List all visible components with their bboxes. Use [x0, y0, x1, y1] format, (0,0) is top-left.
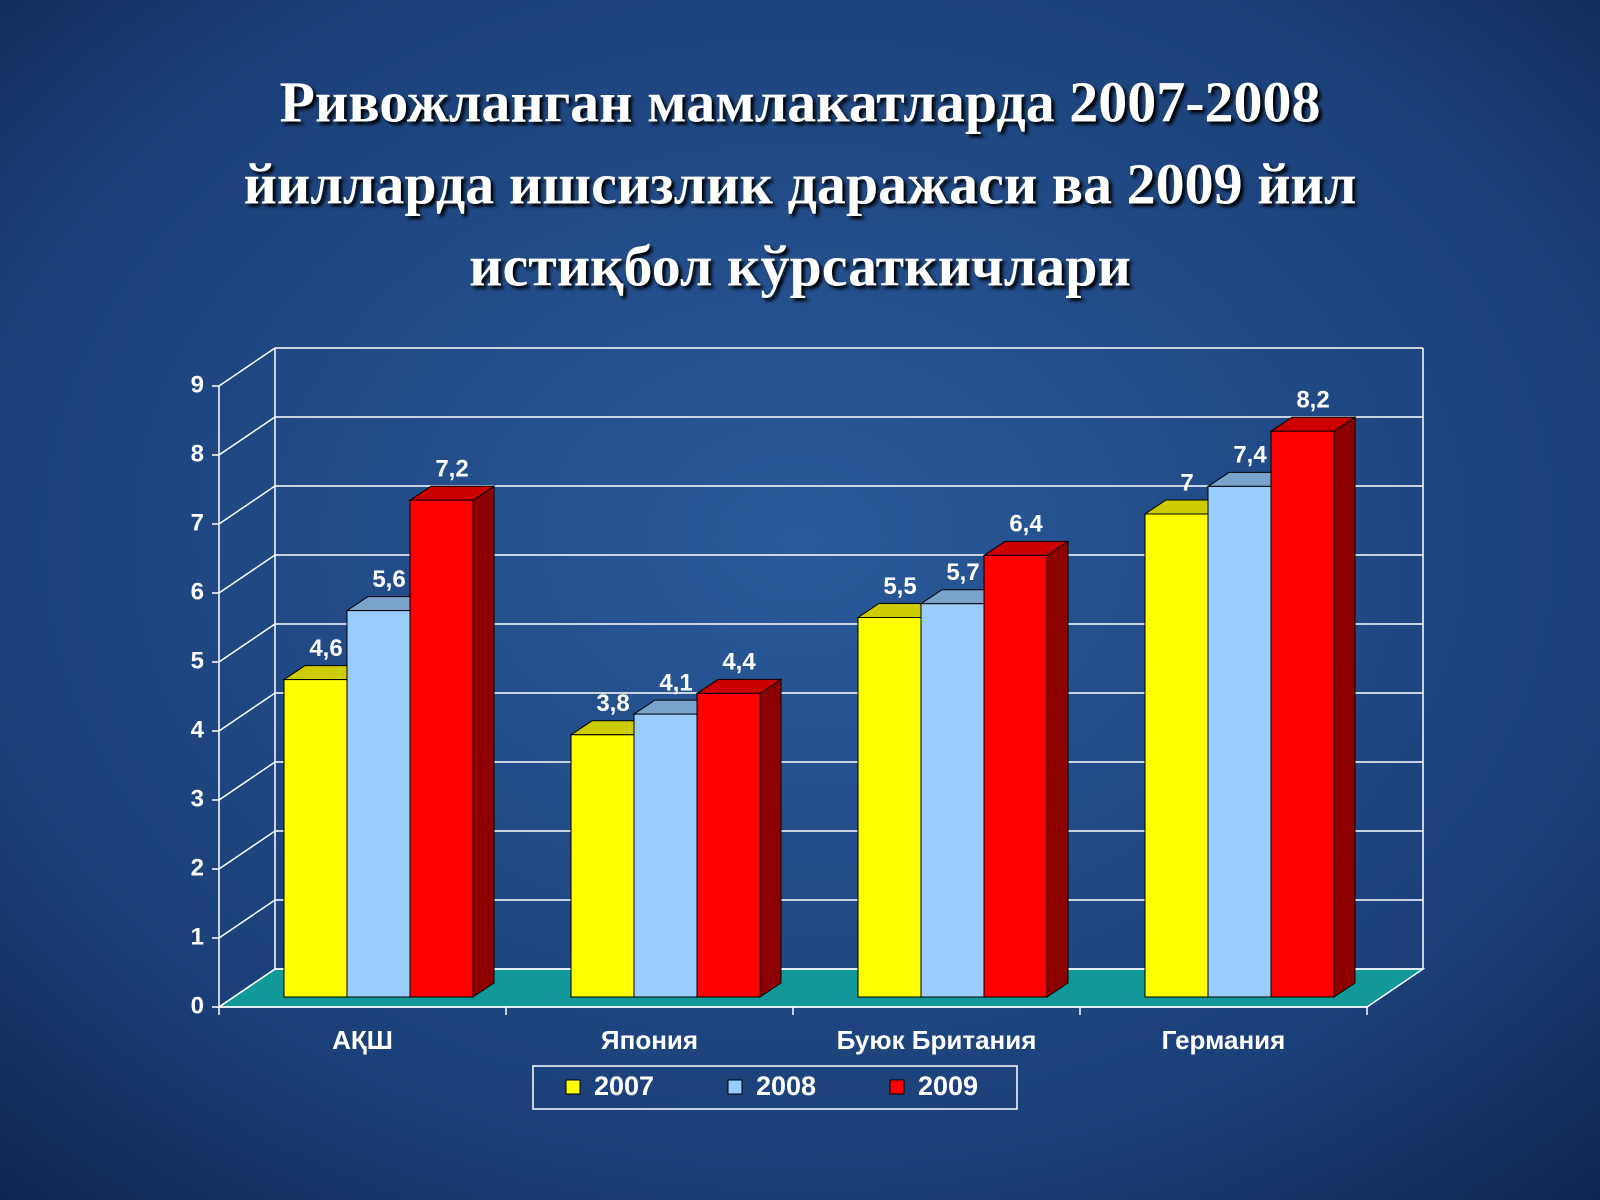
grid-diagonal	[218, 761, 276, 801]
y-tick-label: 0	[191, 992, 204, 1019]
data-label: 8,2	[1296, 387, 1329, 414]
y-tick-label: 2	[191, 854, 204, 881]
y-tick-label: 3	[191, 785, 204, 812]
bar	[409, 499, 474, 998]
bar	[1270, 430, 1335, 998]
x-tick-label: АҚШ	[332, 1025, 393, 1055]
data-label: 4,1	[659, 669, 692, 696]
y-tick-label: 1	[191, 923, 204, 950]
y-tick-label: 7	[191, 509, 204, 536]
data-label: 5,5	[883, 573, 916, 600]
grid-diagonal	[218, 554, 276, 594]
legend-label: 2008	[756, 1071, 816, 1101]
data-label: 4,6	[309, 635, 342, 662]
bar	[696, 692, 761, 998]
chart-title: Ривожланган мамлакатларда 2007-2008	[279, 69, 1320, 134]
y-tick-label: 5	[191, 647, 204, 674]
grid-diagonal	[218, 623, 276, 663]
data-label: 7,2	[435, 456, 468, 483]
bar	[1207, 485, 1272, 998]
legend-label: 2007	[594, 1071, 654, 1101]
grid-diagonal	[218, 968, 276, 1008]
data-label: 4,4	[722, 649, 756, 676]
y-tick-label: 6	[191, 578, 204, 605]
y-tick-label: 9	[191, 371, 204, 398]
bar-side	[1333, 416, 1356, 998]
bar	[1144, 513, 1209, 998]
data-label: 5,7	[946, 559, 979, 586]
bar	[346, 610, 411, 998]
x-tick-label: Германия	[1162, 1025, 1286, 1055]
bar-side	[472, 485, 495, 998]
bar	[857, 617, 922, 998]
y-tick-label: 8	[191, 440, 204, 467]
bar	[283, 679, 348, 998]
grid-diagonal	[218, 347, 276, 387]
data-label: 6,4	[1009, 511, 1043, 538]
x-tick-label: Буюк Британия	[837, 1025, 1037, 1055]
legend-swatch	[565, 1079, 581, 1095]
x-tick-label: Япония	[601, 1025, 698, 1055]
bar	[633, 713, 698, 998]
data-label: 7	[1180, 469, 1193, 496]
bar	[983, 554, 1048, 998]
legend-box	[532, 1065, 1018, 1110]
data-label: 3,8	[596, 690, 629, 717]
grid-diagonal	[218, 899, 276, 939]
bar	[920, 603, 985, 998]
bar-side	[1046, 540, 1069, 998]
bar	[570, 734, 635, 998]
bar-side	[759, 678, 782, 998]
legend-label: 2009	[918, 1071, 978, 1101]
legend-swatch	[727, 1079, 743, 1095]
chart-title: истиқбол кўрсаткичлари	[469, 233, 1131, 298]
grid-diagonal	[218, 485, 276, 525]
data-label: 7,4	[1233, 442, 1267, 469]
y-tick-label: 4	[191, 716, 205, 743]
chart-title: йилларда ишсизлик даражаси ва 2009 йил	[244, 151, 1357, 216]
legend-swatch	[889, 1079, 905, 1095]
grid-diagonal	[218, 830, 276, 870]
grid-diagonal	[218, 692, 276, 732]
grid-diagonal	[218, 416, 276, 456]
data-label: 5,6	[372, 566, 405, 593]
